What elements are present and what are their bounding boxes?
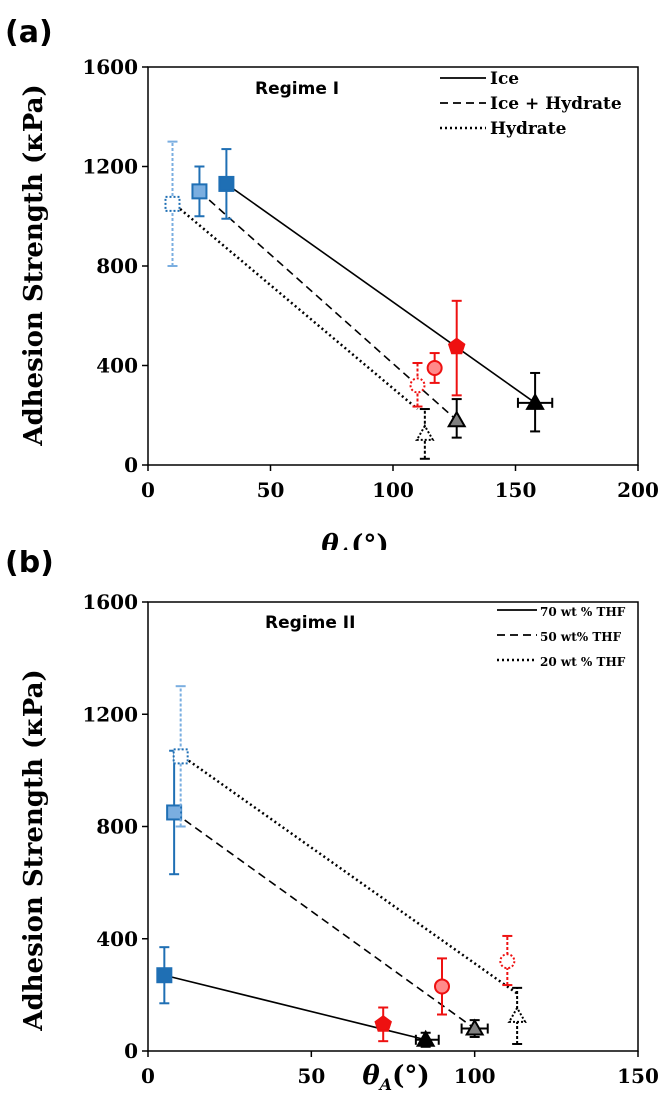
x-tick-label-a: 50 xyxy=(257,478,285,502)
legend-label-b-1: 50 wt% THF xyxy=(540,630,622,644)
plot-area-a: 0 400 800 1200 1600 0 50 100 150 200 xyxy=(82,55,659,502)
x-tick-label-a: 100 xyxy=(372,478,414,502)
trend-line-b-1 xyxy=(173,811,476,1030)
data-point-b-0-0 xyxy=(156,967,173,984)
data-point-b-2-0 xyxy=(172,748,189,765)
x-axis-unit-a: (°) xyxy=(351,530,389,550)
x-tick-label-b: 150 xyxy=(617,1064,659,1088)
error-bar-b-2-1 xyxy=(502,934,513,987)
legend-b: 70 wt % THF 50 wt% THF 20 wt % THF xyxy=(497,605,626,669)
y-tick-label-a: 1600 xyxy=(82,55,138,79)
data-point-b-1-2 xyxy=(464,1018,485,1036)
x-axis-title-a: θA(°) xyxy=(321,530,388,550)
legend-a: Ice Ice + Hydrate Hydrate xyxy=(440,69,622,139)
x-tick-label-b: 50 xyxy=(297,1064,325,1088)
data-point-a-1-2 xyxy=(446,410,467,428)
error-bar-a-2-2 xyxy=(419,408,430,460)
y-tick-label-b: 0 xyxy=(124,1039,138,1063)
trend-line-a-2 xyxy=(171,201,419,410)
x-tick-label-b: 0 xyxy=(141,1064,155,1088)
x-axis-theta-a: θ xyxy=(321,530,339,550)
y-axis-title-a: Adhesion Strength (κPa) xyxy=(19,84,49,446)
legend-label-a-0: Ice xyxy=(490,69,519,89)
x-axis-theta-b: θ xyxy=(362,1061,380,1091)
trend-line-a-0 xyxy=(225,183,536,404)
error-bar-b-2-2 xyxy=(512,986,523,1045)
y-tick-label-a: 0 xyxy=(124,453,138,477)
data-point-a-2-0 xyxy=(164,195,181,212)
data-point-a-0-2 xyxy=(525,392,545,410)
regime-label-a: Regime I xyxy=(255,79,339,99)
x-axis-sub-a: A xyxy=(337,544,351,550)
y-tick-label-a: 400 xyxy=(96,354,138,378)
x-axis-unit-b: (°) xyxy=(392,1061,430,1091)
trend-line-b-2 xyxy=(179,753,518,995)
legend-label-a-1: Ice + Hydrate xyxy=(490,94,622,114)
y-tick-label-a: 800 xyxy=(96,254,138,278)
legend-label-a-2: Hydrate xyxy=(490,119,567,139)
data-point-b-0-1 xyxy=(374,1015,392,1032)
data-point-b-1-1 xyxy=(434,978,450,995)
x-axis-title-b: θA(°) xyxy=(362,1061,429,1094)
panel-letter-a: (a) xyxy=(5,15,53,50)
data-point-b-0-2 xyxy=(415,1029,436,1047)
panel-letter-b: (b) xyxy=(5,550,54,580)
legend-label-b-2: 20 wt % THF xyxy=(540,655,626,669)
plot-frame-b xyxy=(147,601,639,1052)
x-tick-label-a: 200 xyxy=(617,478,659,502)
x-axis-sub-b: A xyxy=(378,1075,392,1094)
y-tick-label-b: 1600 xyxy=(82,590,138,614)
data-point-a-0-0 xyxy=(218,175,235,192)
x-tick-label-b: 100 xyxy=(454,1064,496,1088)
plot-area-b: 0 400 800 1200 1600 0 50 100 150 xyxy=(82,590,659,1088)
chart-panel-a: (a) Regime I Adhesion Strength (κPa) θA(… xyxy=(5,15,659,550)
chart-a-svg: (a) Regime I Adhesion Strength (κPa) θA(… xyxy=(5,15,659,550)
error-bar-a-0-2 xyxy=(516,371,554,433)
data-point-a-2-2 xyxy=(415,423,435,441)
x-tick-label-a: 0 xyxy=(141,478,155,502)
x-tick-label-a: 150 xyxy=(495,478,537,502)
regime-label-b: Regime II xyxy=(265,613,355,633)
data-point-a-1-1 xyxy=(426,359,443,376)
data-point-b-1-0 xyxy=(166,804,183,821)
data-point-b-2-2 xyxy=(507,1005,527,1023)
data-point-b-2-1 xyxy=(499,953,516,970)
y-axis-title-b: Adhesion Strength (κPa) xyxy=(19,669,49,1031)
data-point-a-0-1 xyxy=(447,337,466,355)
legend-label-b-0: 70 wt % THF xyxy=(540,605,626,619)
chart-b-svg: (b) Regime II Adhesion Strength (κPa) θA… xyxy=(5,550,659,1094)
y-tick-label-a: 1200 xyxy=(82,155,138,179)
data-point-a-2-1 xyxy=(409,377,426,394)
y-tick-label-b: 1200 xyxy=(82,702,138,726)
data-point-a-1-0 xyxy=(191,183,208,200)
y-tick-label-b: 400 xyxy=(96,927,138,951)
y-tick-label-b: 800 xyxy=(96,815,138,839)
chart-panel-b: (b) Regime II Adhesion Strength (κPa) θA… xyxy=(0,550,668,1100)
